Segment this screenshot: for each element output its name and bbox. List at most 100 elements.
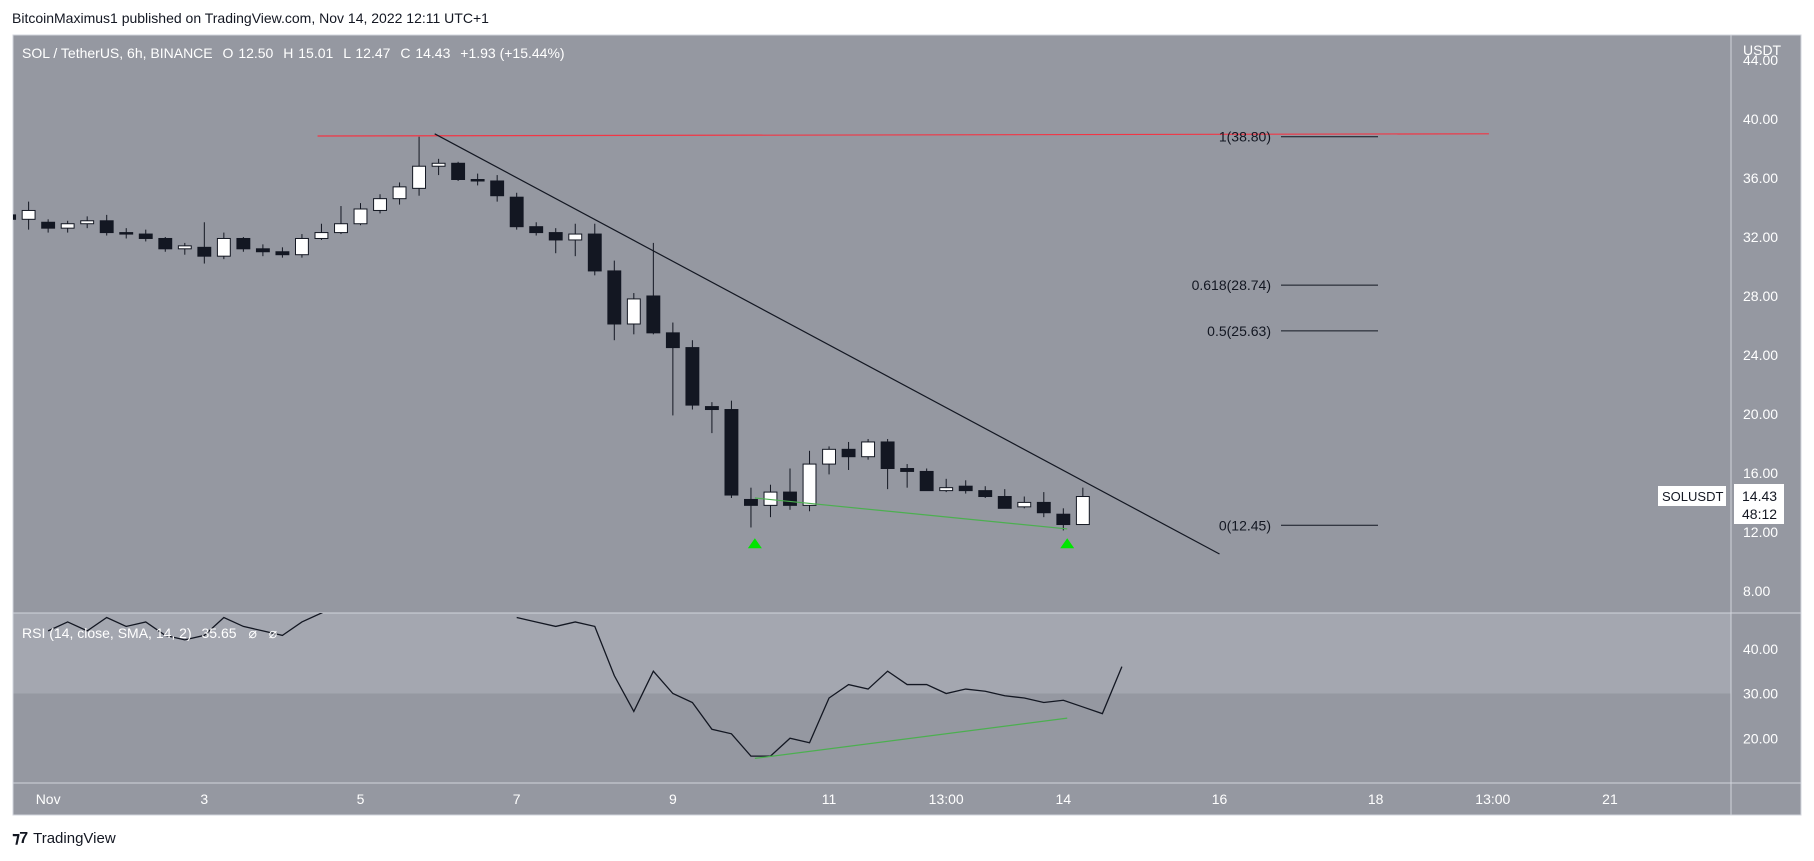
bullish-marker-icon-0: [747, 538, 762, 549]
candle-body-1: [21, 209, 36, 220]
candle-13: [255, 244, 270, 257]
rsi-legend-extra1: ⌀: [248, 625, 256, 641]
legend-symbol: SOL / TetherUS, 6h, BINANCE: [22, 45, 213, 61]
candle-body-11: [216, 237, 231, 257]
candle-body-26: [509, 196, 524, 228]
legend-close-value: 14.43: [415, 45, 450, 61]
price-pane[interactable]: [13, 35, 1731, 613]
annotations-layer: 1(38.80) 0.618(28.74) 0.5(25.63) 0(12.45): [317, 129, 1489, 555]
candle-46: [900, 464, 915, 488]
footer-brand[interactable]: ⁊7 TradingView: [12, 828, 116, 848]
fib-label-3: 0(12.45): [1219, 517, 1271, 533]
candle-30: [587, 223, 602, 276]
candle-14: [275, 247, 290, 258]
price-tick-2: 36.00: [1743, 170, 1778, 186]
candle-body-7: [138, 233, 153, 239]
rsi-legend[interactable]: RSI (14, close, SMA, 14, 2) 35.65 ⌀ ⌀: [22, 625, 277, 641]
legend-high-value: 15.01: [298, 45, 333, 61]
candle-54: [1056, 508, 1071, 531]
candle-body-43: [841, 448, 856, 458]
candle-33: [646, 242, 661, 335]
price-tick-5: 24.00: [1743, 347, 1778, 363]
price-axis[interactable]: [1731, 35, 1801, 783]
candle-10: [197, 222, 212, 264]
candle-body-10: [197, 246, 212, 257]
candle-body-12: [236, 237, 251, 250]
time-tick-4: 9: [669, 791, 677, 807]
legend-low-label: L: [343, 45, 351, 61]
candle-23: [451, 161, 466, 181]
candle-7: [138, 229, 153, 242]
time-tick-2: 5: [357, 791, 365, 807]
candle-17: [334, 206, 348, 235]
price-badge-countdown: 48:12: [1742, 506, 1777, 522]
candle-body-31: [607, 270, 622, 325]
candle-43: [841, 441, 856, 470]
candle-body-0: [13, 214, 17, 220]
candle-body-24: [470, 179, 485, 182]
chart-frame: [12, 34, 1802, 816]
legend-open-label: O: [223, 45, 234, 61]
candle-body-25: [490, 180, 505, 197]
candle-body-35: [685, 347, 700, 406]
candle-18: [353, 203, 368, 226]
currency-label: USDT: [1743, 42, 1782, 58]
rsi-band: [13, 613, 1731, 694]
rsi-tick-2: 20.00: [1743, 730, 1778, 746]
candle-body-53: [1036, 501, 1051, 514]
price-support-line: [754, 497, 1068, 530]
candle-body-55: [1075, 496, 1090, 526]
symbol-legend[interactable]: SOL / TetherUS, 6h, BINANCE O 12.50 H 15…: [22, 45, 565, 61]
candle-22: [431, 158, 446, 176]
candle-body-14: [275, 251, 290, 256]
candle-body-50: [978, 490, 993, 498]
candle-48: [939, 478, 954, 493]
rsi-line-1: [516, 616, 1123, 757]
price-tick-7: 16.00: [1743, 465, 1778, 481]
candle-body-45: [880, 441, 895, 470]
candle-38: [744, 487, 758, 528]
candle-11: [216, 232, 231, 260]
candle-body-27: [529, 226, 544, 234]
time-axis[interactable]: [13, 783, 1801, 815]
candle-50: [978, 486, 993, 498]
candle-37: [724, 400, 739, 498]
candle-body-19: [373, 198, 387, 211]
time-tick-3: 7: [513, 791, 521, 807]
price-tick-1: 40.00: [1743, 111, 1778, 127]
candle-51: [997, 489, 1012, 509]
candle-24: [470, 173, 485, 186]
candle-body-41: [802, 463, 817, 506]
rsi-legend-value: 35.65: [202, 625, 237, 641]
time-tick-11: 21: [1602, 791, 1618, 807]
candle-body-42: [822, 448, 836, 465]
symbol-badge-box: [1658, 486, 1726, 506]
candle-body-28: [548, 232, 563, 241]
candle-body-9: [177, 245, 192, 250]
candle-42: [822, 446, 836, 475]
rsi-tick-1: 30.00: [1743, 686, 1778, 702]
candle-body-29: [568, 233, 583, 241]
candle-body-16: [314, 232, 329, 239]
candle-body-6: [119, 232, 134, 235]
candle-35: [685, 340, 700, 410]
candle-body-49: [958, 485, 973, 492]
rsi-legend-label: RSI (14, close, SMA, 14, 2): [22, 625, 192, 641]
candle-0: [13, 214, 17, 220]
time-tick-9: 18: [1368, 791, 1384, 807]
candle-16: [314, 223, 329, 240]
candle-12: [236, 237, 251, 252]
candle-15: [294, 234, 309, 258]
candle-body-15: [294, 237, 309, 256]
price-tick-6: 20.00: [1743, 406, 1778, 422]
resistance-line: [317, 133, 1489, 137]
candle-body-22: [431, 162, 446, 167]
symbol-badge[interactable]: SOLUSDT: [1662, 489, 1723, 504]
time-tick-8: 16: [1212, 791, 1228, 807]
price-tick-4: 28.00: [1743, 288, 1778, 304]
candle-19: [373, 194, 387, 214]
candle-45: [880, 439, 895, 490]
fib-label-0: 1(38.80): [1219, 129, 1271, 145]
candle-body-2: [41, 221, 56, 229]
